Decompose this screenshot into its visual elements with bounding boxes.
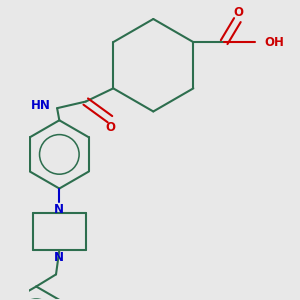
Text: HN: HN [31,100,50,112]
Text: N: N [54,203,64,216]
Text: OH: OH [264,36,284,49]
Text: N: N [54,251,64,264]
Text: O: O [105,121,115,134]
Text: O: O [233,6,244,20]
